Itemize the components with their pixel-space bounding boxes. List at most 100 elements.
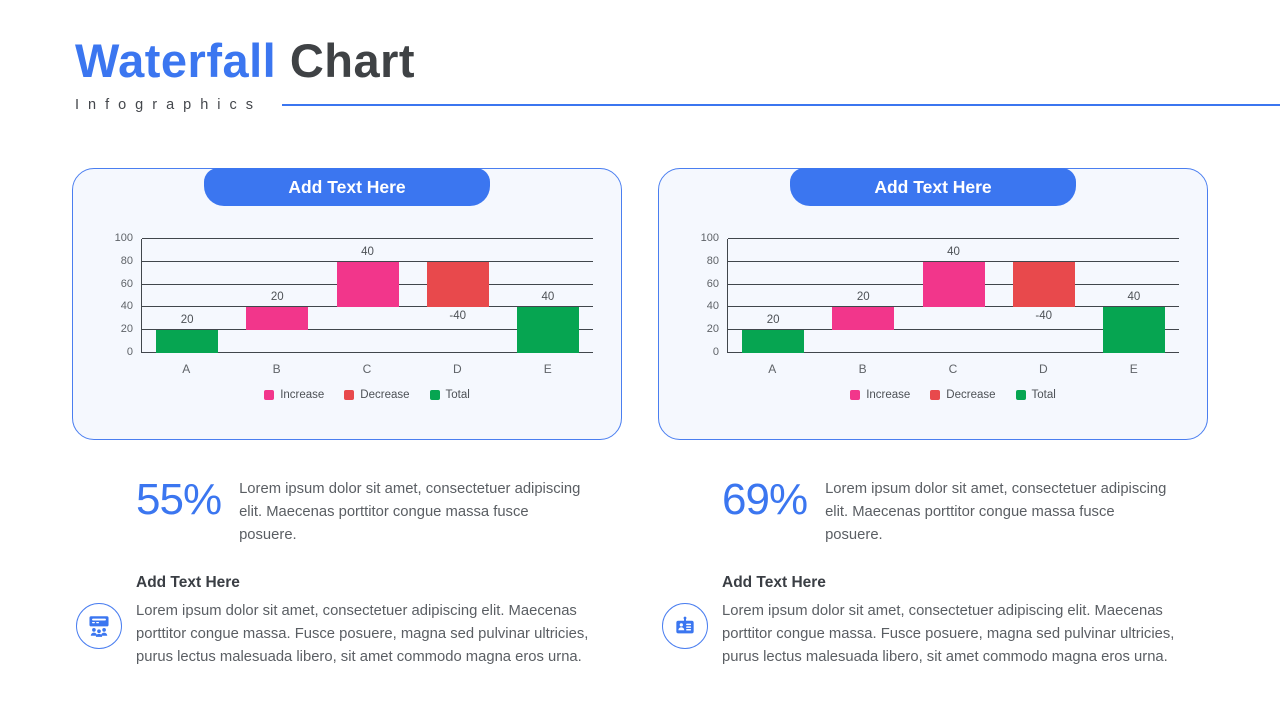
x-axis-labels: A B C D E [727,362,1179,376]
y-axis-tick-label: 60 [706,277,719,290]
bar-value-label: 40 [361,245,374,258]
waterfall-bar-B [832,307,895,331]
waterfall-chart-right: 0 20 40 60 80 100 20 20 40 -40 40 A B C D E Increase Decr… [701,232,1179,401]
stat-percentage: 69% [722,475,808,524]
bar-value-label: -40 [449,310,466,323]
x-axis-category-label: C [362,362,372,376]
waterfall-bar-A [156,330,219,353]
legend-item-total: Total [1015,389,1056,401]
waterfall-bar-C [922,261,985,308]
legend-label: Increase [866,389,911,401]
legend-swatch-icon [1015,390,1026,400]
legend-item-increase: Increase [850,389,910,401]
legend-swatch-icon [429,390,440,400]
chart-plot-area: 0 20 40 60 80 100 20 20 40 -40 40 [701,232,1179,358]
waterfall-bar-E [1102,307,1165,353]
legend-swatch-icon [344,390,355,400]
main-content: Add Text Here 0 20 40 60 80 100 20 20 40 -40 40 A B C… [72,168,1208,669]
waterfall-chart-left: 0 20 40 60 80 100 20 20 40 -40 40 A B C D E Increase Decr… [115,232,593,401]
gridline [728,352,1179,353]
page-title: Waterfall Chart [75,36,1280,85]
legend-label: Total [445,389,470,401]
right-column: Add Text Here 0 20 40 60 80 100 20 20 40 -40 40 A B C… [658,168,1208,669]
section-body-text: Lorem ipsum dolor sit amet, consectetuer… [722,602,1175,665]
page-title-rest: Chart [289,34,416,87]
bar-value-label: 40 [1127,291,1141,304]
bar-value-label: 20 [856,291,870,304]
legend-label: Total [1031,389,1056,401]
legend-item-decrease: Decrease [344,389,410,401]
gridline [728,329,1179,331]
waterfall-bar-D [426,261,489,308]
id-card-icon [662,602,708,649]
chart-legend: Increase Decrease Total [727,389,1179,401]
page-subtitle: Infographics [75,97,262,114]
bar-value-label: 20 [270,291,284,304]
y-axis-tick-label: 20 [706,323,719,336]
stat-percentage: 55% [136,475,222,524]
legend-item-increase: Increase [264,389,324,401]
presentation-audience-icon [76,602,122,649]
gridline [728,238,1179,239]
y-axis-tick-label: 80 [120,254,133,267]
legend-item-total: Total [429,389,470,401]
x-axis-labels: A B C D E [141,362,593,376]
x-axis-category-label: B [858,362,867,376]
stat-block-left: 55% Lorem ipsum dolor sit amet, consecte… [136,478,622,547]
slide-header: Waterfall Chart Infographics [75,36,1280,113]
legend-swatch-icon [850,390,861,400]
legend-label: Decrease [946,389,996,401]
x-axis-category-label: B [272,362,281,376]
add-text-here-button-right[interactable]: Add Text Here [790,168,1076,206]
stat-block-right: 69% Lorem ipsum dolor sit amet, consecte… [722,478,1208,547]
legend-swatch-icon [930,390,941,400]
bar-value-label: 40 [541,291,555,304]
gridline [142,238,593,239]
waterfall-bar-A [742,330,805,353]
chart-legend: Increase Decrease Total [141,389,593,401]
y-axis-tick-label: 80 [706,254,719,267]
add-text-here-button-left[interactable]: Add Text Here [204,168,490,206]
waterfall-bar-E [516,307,579,353]
page-title-accent: Waterfall [75,34,277,87]
left-column: Add Text Here 0 20 40 60 80 100 20 20 40 -40 40 A B C… [72,168,622,669]
legend-swatch-icon [264,390,275,400]
waterfall-bar-C [336,261,399,308]
chart-plot-area: 0 20 40 60 80 100 20 20 40 -40 40 [115,232,593,358]
waterfall-bar-D [1012,261,1075,308]
x-axis-category-label: D [1039,362,1048,376]
bar-value-label: 20 [180,314,194,327]
gridline [142,329,593,331]
gridline [728,260,1179,262]
waterfall-bar-B [246,307,309,331]
x-axis-category-label: A [182,362,191,376]
stat-description: Lorem ipsum dolor sit amet, consectetuer… [239,481,581,543]
section-heading: Add Text Here [136,573,240,591]
bar-value-label: -40 [1035,310,1052,323]
section-body-text: Lorem ipsum dolor sit amet, consectetuer… [136,602,589,665]
legend-item-decrease: Decrease [930,389,996,401]
y-axis-tick-label: 40 [120,300,133,313]
text-section-right: Add Text Here Lorem ipsum dolor sit amet… [662,574,1208,669]
text-section-left: Add Text Here Lorem ipsum dolor sit amet… [76,574,622,669]
chart-card-right: Add Text Here 0 20 40 60 80 100 20 20 40 -40 40 A B C… [658,168,1208,440]
y-axis-tick-label: 100 [700,232,719,244]
x-axis-category-label: E [1129,362,1138,376]
x-axis-category-label: D [453,362,462,376]
gridline [142,352,593,353]
bar-value-label: 40 [947,245,960,258]
y-axis-tick-label: 0 [712,346,719,358]
chart-card-left: Add Text Here 0 20 40 60 80 100 20 20 40 -40 40 A B C… [72,168,622,440]
y-axis-tick-label: 0 [126,346,133,358]
x-axis-category-label: C [948,362,958,376]
section-heading: Add Text Here [722,573,826,591]
y-axis-tick-label: 40 [706,300,719,313]
y-axis-tick-label: 60 [120,277,133,290]
stat-description: Lorem ipsum dolor sit amet, consectetuer… [825,481,1167,543]
y-axis-tick-label: 20 [120,323,133,336]
y-axis-tick-label: 100 [114,232,133,244]
legend-label: Decrease [360,389,410,401]
x-axis-category-label: A [768,362,777,376]
header-divider-line [282,104,1280,107]
gridline [142,260,593,262]
